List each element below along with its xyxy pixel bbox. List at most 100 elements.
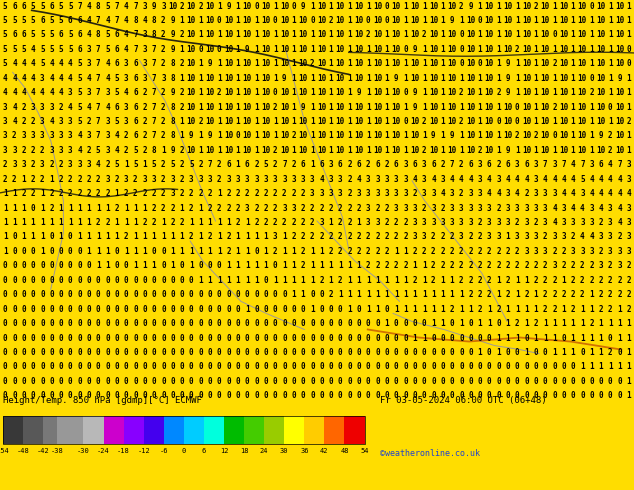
Text: 1: 1 — [105, 247, 110, 256]
Text: 0: 0 — [413, 392, 417, 400]
Text: 1: 1 — [124, 247, 129, 256]
Text: 0: 0 — [77, 319, 82, 328]
Text: 0: 0 — [40, 290, 44, 299]
Text: 0: 0 — [179, 334, 184, 343]
Text: 2: 2 — [171, 218, 175, 227]
Text: 1: 1 — [459, 74, 463, 83]
Text: 5: 5 — [30, 30, 36, 39]
Text: 0: 0 — [30, 348, 36, 357]
Text: 10: 10 — [559, 102, 568, 112]
Text: 6: 6 — [77, 16, 82, 25]
Text: 1: 1 — [590, 45, 594, 54]
Text: 2: 2 — [179, 88, 184, 97]
Text: 2: 2 — [459, 160, 463, 170]
Text: 3: 3 — [171, 175, 175, 184]
Text: 3: 3 — [571, 247, 576, 256]
Text: 3: 3 — [394, 189, 398, 198]
Text: 10: 10 — [503, 16, 512, 25]
Text: 2: 2 — [543, 290, 547, 299]
Text: 1: 1 — [441, 1, 445, 10]
Text: 3: 3 — [292, 204, 296, 213]
Text: 0: 0 — [22, 363, 26, 371]
Text: 0: 0 — [273, 319, 278, 328]
Text: 1: 1 — [394, 290, 398, 299]
Text: 0: 0 — [608, 377, 612, 386]
Text: 5: 5 — [3, 30, 8, 39]
Text: 2: 2 — [450, 247, 455, 256]
Text: 0: 0 — [394, 363, 398, 371]
Text: 4: 4 — [487, 175, 491, 184]
Text: 3: 3 — [422, 189, 427, 198]
Text: 0: 0 — [375, 377, 380, 386]
Text: 0: 0 — [207, 305, 212, 314]
Text: 0: 0 — [198, 377, 203, 386]
Text: 1: 1 — [385, 59, 389, 68]
Text: 10: 10 — [522, 146, 531, 155]
Text: 3: 3 — [310, 175, 314, 184]
Text: 9: 9 — [413, 88, 417, 97]
Text: 1: 1 — [124, 218, 129, 227]
Text: 0: 0 — [40, 334, 44, 343]
Text: 10: 10 — [448, 1, 456, 10]
Text: 2: 2 — [496, 88, 501, 97]
Text: 1: 1 — [236, 160, 240, 170]
Text: 1: 1 — [356, 218, 361, 227]
Text: 0: 0 — [105, 377, 110, 386]
Text: 0: 0 — [273, 363, 278, 371]
Text: 1: 1 — [459, 319, 463, 328]
Text: 0: 0 — [105, 348, 110, 357]
Text: 2: 2 — [273, 160, 278, 170]
Text: 3: 3 — [189, 175, 193, 184]
Text: 0: 0 — [347, 392, 352, 400]
Text: 0: 0 — [431, 334, 436, 343]
Text: 1: 1 — [431, 305, 436, 314]
Text: 0: 0 — [40, 392, 44, 400]
Text: 1: 1 — [292, 59, 296, 68]
Text: 2: 2 — [441, 232, 445, 242]
Text: 1: 1 — [198, 131, 203, 141]
Text: 2: 2 — [608, 146, 612, 155]
Text: 0: 0 — [477, 59, 482, 68]
Text: 1: 1 — [179, 117, 184, 126]
Text: 3: 3 — [320, 218, 324, 227]
Text: 1: 1 — [608, 74, 612, 83]
Text: 10: 10 — [597, 74, 605, 83]
Text: 10: 10 — [522, 45, 531, 54]
Text: 2: 2 — [580, 276, 585, 285]
Text: 1: 1 — [347, 146, 352, 155]
Text: 1: 1 — [394, 276, 398, 285]
Text: 10: 10 — [578, 1, 587, 10]
Text: 10: 10 — [205, 88, 214, 97]
Text: 1: 1 — [477, 102, 482, 112]
Text: 3: 3 — [375, 189, 380, 198]
Text: 0: 0 — [441, 363, 445, 371]
Text: 10: 10 — [541, 30, 550, 39]
Text: 0: 0 — [543, 377, 547, 386]
Text: 0: 0 — [356, 319, 361, 328]
Text: 10: 10 — [541, 88, 550, 97]
Text: -30: -30 — [77, 448, 90, 454]
Text: 0: 0 — [273, 377, 278, 386]
Text: 0: 0 — [431, 363, 436, 371]
Text: 1: 1 — [328, 59, 333, 68]
Text: 6: 6 — [413, 160, 417, 170]
Text: 1: 1 — [626, 334, 631, 343]
Text: 10: 10 — [354, 131, 363, 141]
Text: 4: 4 — [22, 59, 26, 68]
Text: 3: 3 — [515, 232, 519, 242]
Text: 10: 10 — [243, 117, 252, 126]
Text: 48: 48 — [340, 448, 349, 454]
Text: 1: 1 — [254, 30, 259, 39]
Text: 5: 5 — [68, 1, 72, 10]
Text: 1: 1 — [477, 1, 482, 10]
Text: 2: 2 — [161, 16, 165, 25]
Text: 0: 0 — [3, 377, 8, 386]
Text: 0: 0 — [171, 290, 175, 299]
Text: 0: 0 — [3, 261, 8, 270]
Text: 2: 2 — [515, 261, 519, 270]
Text: 2: 2 — [515, 131, 519, 141]
Text: 0: 0 — [273, 261, 278, 270]
Text: 1: 1 — [310, 146, 314, 155]
Text: 2: 2 — [301, 247, 306, 256]
Text: 2: 2 — [394, 261, 398, 270]
